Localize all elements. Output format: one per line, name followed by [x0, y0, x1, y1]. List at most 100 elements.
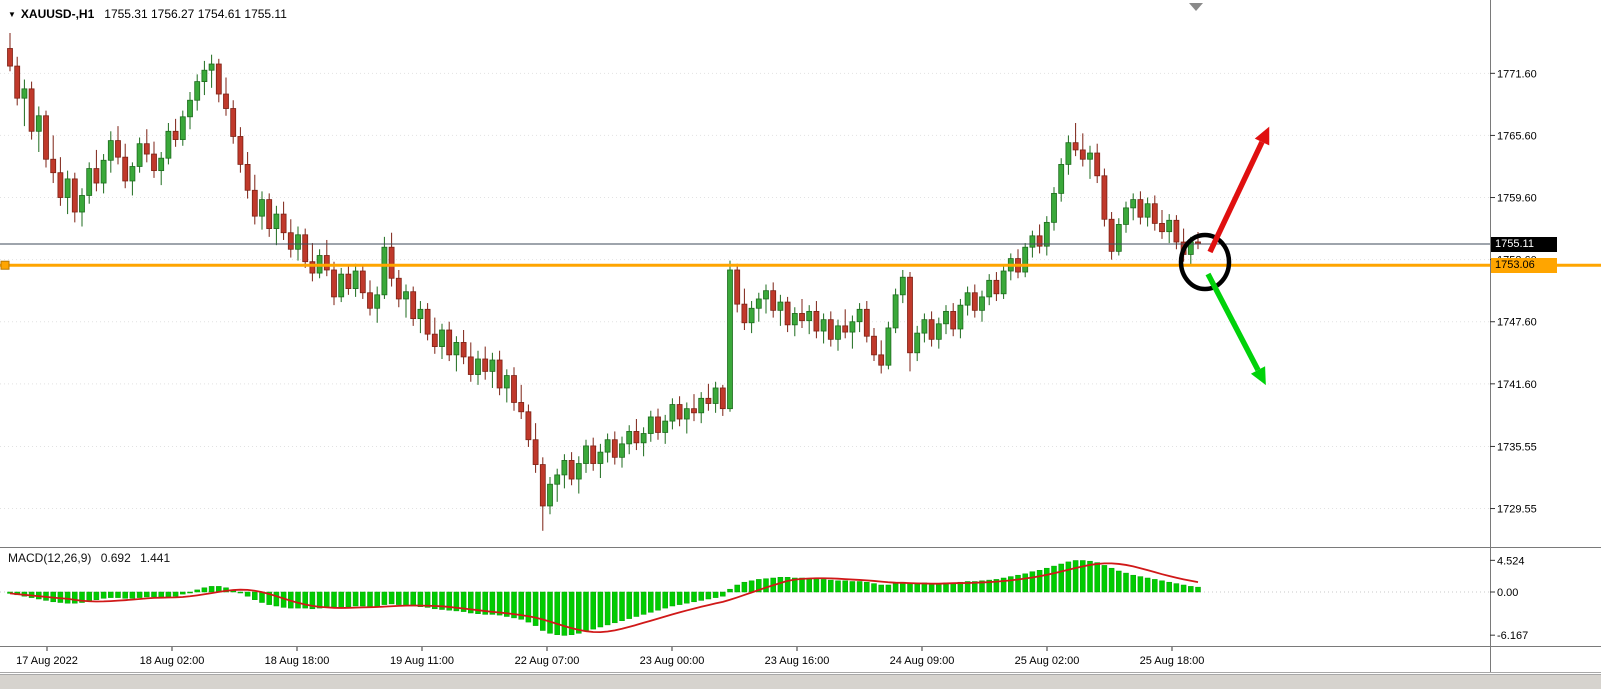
macd-histogram-bar: [993, 579, 1000, 593]
macd-histogram-bar: [489, 591, 496, 615]
price-axis-label: 1771.60: [1497, 68, 1537, 80]
macd-histogram-bar: [1087, 560, 1093, 593]
candle-body: [806, 310, 813, 322]
candle-body: [35, 115, 42, 132]
macd-histogram-bar: [403, 591, 409, 606]
current-price-badge: 1755.11: [1491, 236, 1557, 252]
candle-body: [1159, 223, 1165, 233]
candle-body: [410, 291, 417, 320]
macd-histogram-bar: [259, 591, 265, 603]
macd-histogram-bar: [446, 591, 452, 611]
macd-histogram-bar: [172, 591, 179, 597]
macd-histogram-bar: [1188, 586, 1194, 593]
macd-histogram-bar: [842, 580, 848, 593]
candle-body: [791, 313, 798, 326]
candle-body: [107, 140, 114, 161]
candle-body: [525, 411, 532, 441]
candle-body: [892, 294, 899, 329]
candle-body: [1079, 149, 1086, 160]
macd-histogram-bar: [734, 584, 740, 593]
candle-body: [280, 213, 287, 234]
macd-histogram-bar: [1029, 571, 1036, 593]
macd-histogram-bar: [460, 591, 467, 612]
macd-histogram-bar: [806, 578, 812, 593]
candle-body: [921, 319, 928, 334]
candle-body: [43, 115, 49, 160]
macd-signal-line: [9, 562, 1199, 634]
candle-body: [964, 292, 971, 306]
candle-body: [957, 304, 964, 330]
time-axis-label: 25 Aug 18:00: [1140, 655, 1205, 667]
macd-histogram-bar: [835, 580, 841, 593]
chart-dropdown-icon[interactable]: ▼: [8, 9, 16, 19]
candle-body: [201, 69, 208, 83]
candle-body: [496, 359, 503, 389]
macd-histogram-bar: [1008, 576, 1014, 593]
orange-line-price-badge: 1753.06: [1491, 257, 1557, 273]
candle-body: [1087, 152, 1093, 160]
candle-body: [395, 277, 402, 300]
highlight-circle[interactable]: [1178, 232, 1232, 292]
chart-shift-marker[interactable]: [1189, 3, 1203, 11]
macd-histogram-bar: [302, 591, 308, 609]
candle-body: [835, 325, 841, 340]
candle-body: [856, 308, 863, 323]
time-axis-label: 25 Aug 02:00: [1015, 655, 1080, 667]
candle-body: [748, 307, 755, 324]
candle-body: [626, 431, 633, 445]
macd-histogram-bar: [201, 587, 208, 593]
candle-body: [1137, 199, 1144, 218]
macd-histogram-bar: [208, 586, 215, 593]
bearish-arrow[interactable]: [1205, 272, 1261, 372]
macd-histogram-bar: [396, 591, 402, 605]
macd-histogram-bar: [856, 581, 863, 593]
candle-body: [1051, 192, 1057, 223]
macd-histogram-bar: [1022, 573, 1028, 593]
bullish-arrow[interactable]: [1207, 140, 1265, 254]
candle-body: [215, 63, 222, 95]
candle-body: [770, 290, 777, 311]
candle-body: [1043, 221, 1050, 247]
candle-body: [611, 439, 618, 458]
macd-histogram-bar: [237, 591, 244, 594]
candle-body: [1036, 235, 1043, 247]
candle-body: [64, 178, 71, 198]
candle-body: [568, 460, 575, 480]
macd-histogram-bar: [295, 591, 301, 609]
candle-body: [273, 213, 280, 229]
macd-histogram-bar: [100, 591, 107, 599]
macd-histogram-bar: [612, 591, 618, 624]
candle-body: [374, 294, 381, 309]
candle-body: [547, 483, 553, 507]
macd-histogram-bar: [324, 591, 330, 608]
macd-histogram-bar: [720, 591, 726, 597]
time-axis-label: 18 Aug 02:00: [140, 655, 205, 667]
macd-histogram-bar: [525, 591, 532, 623]
candle-body: [633, 431, 640, 444]
orange-line-handle[interactable]: [0, 260, 10, 270]
macd-histogram-bar: [799, 577, 805, 593]
candle-body: [460, 342, 467, 358]
macd-histogram-bar: [244, 591, 251, 597]
macd-histogram-bar: [496, 591, 503, 616]
candle-body: [93, 168, 100, 184]
macd-histogram-bar: [648, 591, 654, 613]
macd-histogram-bar: [756, 579, 762, 593]
macd-histogram-bar: [633, 591, 640, 617]
time-axis-label: 23 Aug 00:00: [640, 655, 705, 667]
candle-body: [1151, 203, 1158, 224]
price-axis-label: 1729.55: [1497, 504, 1537, 516]
macd-histogram-bar: [878, 584, 884, 593]
candle-body: [403, 291, 409, 300]
macd-histogram-bar: [1044, 567, 1050, 593]
candle-body: [849, 321, 856, 333]
candle-body: [763, 290, 769, 300]
candle-body: [777, 301, 784, 311]
time-axis-label: 18 Aug 18:00: [265, 655, 330, 667]
candle-body: [1123, 207, 1129, 225]
time-axis-label: 22 Aug 07:00: [515, 655, 580, 667]
candle-body: [971, 292, 978, 311]
macd-histogram-bar: [93, 591, 100, 600]
